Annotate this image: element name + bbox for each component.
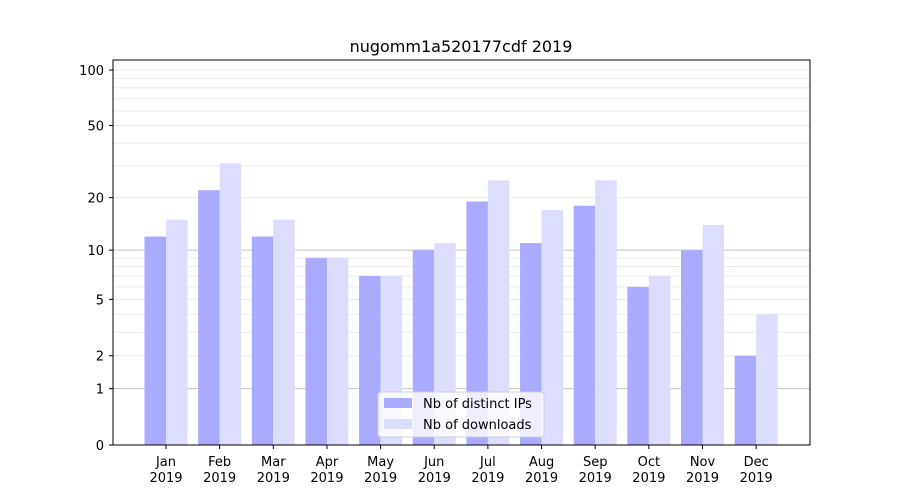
- bar-downloads: [702, 224, 724, 445]
- y-tick-label: 2: [96, 350, 104, 365]
- y-tick-label: 5: [96, 293, 104, 308]
- bar-downloads: [273, 219, 295, 445]
- bar-downloads: [541, 210, 564, 445]
- bar-downloads: [756, 314, 778, 445]
- bar-downloads: [219, 163, 242, 445]
- bar-distinct-ips: [198, 190, 220, 445]
- bar-distinct-ips: [681, 250, 703, 445]
- bar-downloads: [648, 276, 671, 445]
- x-tick-label: Jan 2019: [149, 455, 182, 486]
- y-tick-label: 50: [87, 120, 104, 135]
- chart-title: nugomm1a520177cdf 2019: [350, 37, 573, 56]
- legend-label: Nb of downloads: [423, 418, 532, 433]
- x-tick-label: Aug 2019: [525, 455, 558, 486]
- bar-distinct-ips: [734, 355, 757, 445]
- bar-distinct-ips: [627, 286, 649, 445]
- legend-swatch: [384, 398, 412, 408]
- bar-distinct-ips: [466, 201, 488, 445]
- legend-label: Nb of distinct IPs: [423, 397, 532, 412]
- legend-swatch: [384, 419, 412, 429]
- bar-distinct-ips: [144, 236, 166, 445]
- y-tick-label: 1: [96, 383, 104, 398]
- bar-distinct-ips: [359, 276, 381, 445]
- x-tick-label: May 2019: [364, 455, 397, 486]
- bar-distinct-ips: [573, 205, 596, 445]
- x-tick-label: Dec 2019: [740, 455, 773, 486]
- x-tick-label: Apr 2019: [310, 455, 343, 486]
- x-tick-label: Sep 2019: [579, 455, 612, 486]
- bar-distinct-ips: [251, 236, 274, 445]
- x-tick-label: Jun 2019: [418, 455, 451, 486]
- x-tick-label: Jul 2019: [471, 455, 504, 486]
- legend: Nb of distinct IPs Nb of downloads: [377, 391, 545, 438]
- x-tick-label: Mar 2019: [257, 455, 290, 486]
- bar-downloads: [595, 180, 617, 445]
- x-tick-label: Nov 2019: [686, 455, 719, 486]
- x-tick-label: Feb 2019: [203, 455, 236, 486]
- plot-frame: [112, 59, 811, 446]
- bar-downloads: [487, 180, 510, 445]
- y-tick-label: 100: [79, 64, 104, 79]
- bar-distinct-ips: [305, 257, 327, 445]
- y-tick-label: 0: [96, 439, 104, 454]
- bar-downloads: [326, 257, 349, 445]
- x-tick-label: Oct 2019: [632, 455, 665, 486]
- y-tick-label: 20: [87, 192, 104, 207]
- y-tick-label: 10: [87, 244, 104, 259]
- bar-downloads: [166, 219, 188, 445]
